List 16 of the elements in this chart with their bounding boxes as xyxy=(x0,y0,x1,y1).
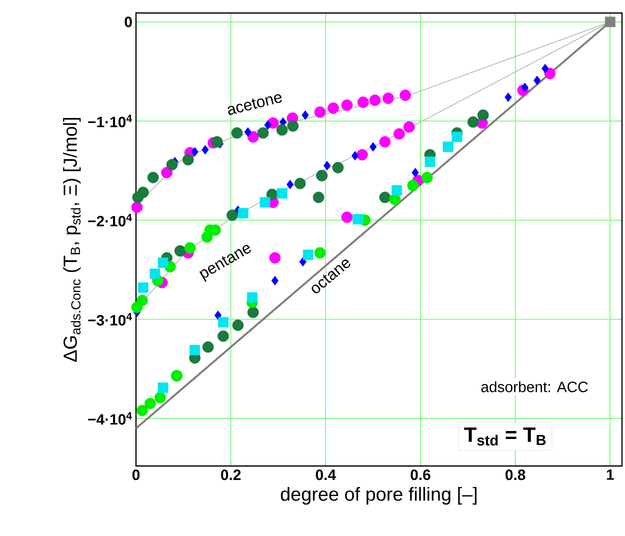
x-axis-title: degree of pore filling [–] xyxy=(280,486,477,505)
x-tick-label: 1 xyxy=(606,470,614,480)
y-axis-title: ΔG$_{ads.Conc}$ (T$_{B}$, p$_{std}$, Ξ) [J/mol] xyxy=(63,118,81,362)
y-tick-label: −2·10$^{4}$ xyxy=(88,214,132,226)
annotation: acetone xyxy=(228,94,282,115)
x-tick-label: 0.2 xyxy=(221,470,241,480)
y-tick-label: 0 xyxy=(124,16,132,28)
x-tick-label: 0.4 xyxy=(316,470,336,480)
y-tick-label: −4·10$^{4}$ xyxy=(88,412,132,425)
x-tick-label: 0 xyxy=(132,470,140,480)
y-tick-label: −1·10$^{4}$ xyxy=(88,114,132,128)
x-tick-label: 0.8 xyxy=(506,470,526,480)
y-tick-label: −3·10$^{4}$ xyxy=(88,313,132,326)
annotation: T$_{std}$ = T$_{B}$ xyxy=(464,428,546,446)
x-tick-label: 0.6 xyxy=(410,470,430,480)
annotation: adsorbent: ACC xyxy=(481,381,588,392)
